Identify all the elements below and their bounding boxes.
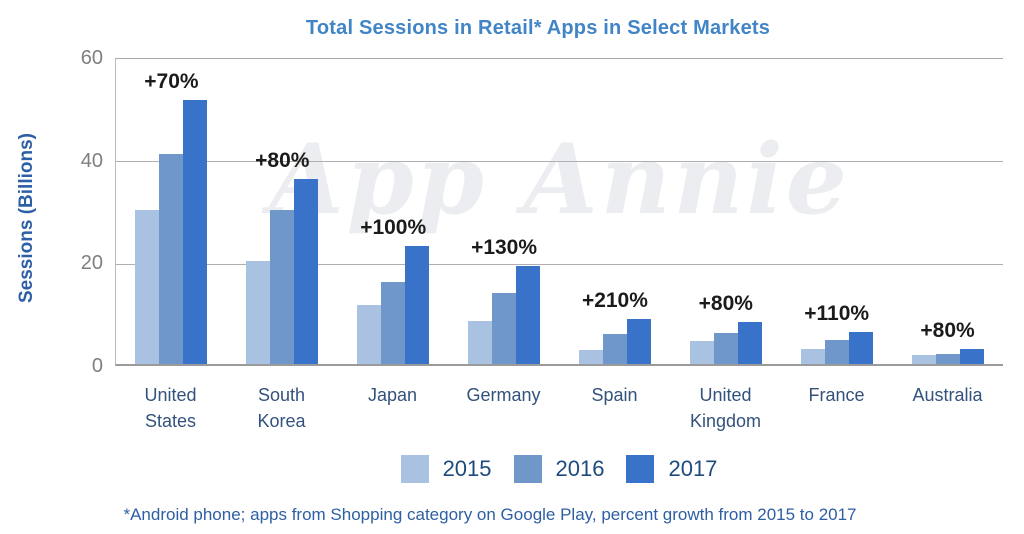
growth-label-australia: +80% — [920, 319, 975, 342]
bar-group-south-korea: +80% — [227, 59, 338, 364]
x-label-france: France — [808, 385, 865, 405]
bar-2016-japan — [381, 282, 406, 364]
x-label-united-kingdom: United Kingdom — [689, 385, 762, 432]
legend-label-2015: 2015 — [442, 456, 492, 481]
bar-2017-japan — [405, 246, 430, 364]
bar-2016-australia — [935, 354, 960, 364]
bar-2016-south-korea — [270, 210, 295, 364]
bar-2017-australia — [959, 349, 984, 364]
y-axis-ticks: 0 20 40 60 — [0, 47, 103, 377]
bar-2015-france — [800, 349, 825, 364]
legend-swatch-2015 — [400, 455, 429, 483]
x-axis-labels: United States South Korea Japan Germany Spai… — [115, 382, 1003, 434]
legend: 2015 2016 2017 — [115, 455, 1003, 483]
growth-label-south-korea: +80% — [255, 149, 310, 172]
y-tick-20: 20 — [80, 252, 103, 274]
legend-item-2016: 2016 — [513, 455, 605, 483]
bar-2016-france — [824, 340, 849, 364]
bar-2015-united-states — [135, 210, 160, 364]
growth-label-spain: +210% — [581, 289, 648, 312]
bar-2017-united-states — [183, 100, 208, 364]
bar-2016-germany — [492, 293, 517, 364]
bar-group-japan: +100% — [338, 59, 449, 364]
x-label-australia: Australia — [912, 385, 983, 405]
legend-label-2017: 2017 — [668, 456, 718, 481]
bar-group-france: +110% — [781, 59, 892, 364]
footnote: *Android phone; apps from Shopping categ… — [123, 505, 857, 524]
bar-group-united-states: +70% — [116, 59, 227, 364]
bar-2017-france — [848, 332, 873, 364]
growth-label-france: +110% — [804, 302, 870, 325]
growth-label-germany: +130% — [471, 236, 538, 259]
gridline-40 — [116, 161, 1003, 162]
bar-group-germany: +130% — [449, 59, 560, 364]
y-tick-0: 0 — [91, 355, 103, 377]
bar-2015-australia — [911, 355, 936, 364]
bar-2015-japan — [357, 305, 382, 364]
plot-area: App Annie +70% +80% +100% +130% +210% +80% +11… — [115, 58, 1003, 366]
bar-2017-south-korea — [294, 179, 319, 364]
bar-2017-germany — [516, 266, 541, 364]
bar-2015-united-kingdom — [689, 341, 714, 364]
x-label-spain: Spain — [591, 385, 638, 405]
bar-group-australia: +80% — [892, 59, 1003, 364]
bar-groups: +70% +80% +100% +130% +210% +80% +110% +80% — [116, 59, 1003, 364]
y-tick-40: 40 — [80, 150, 103, 172]
legend-label-2016: 2016 — [555, 456, 605, 481]
x-label-south-korea: South Korea — [257, 385, 306, 432]
gridline-20 — [116, 264, 1003, 265]
chart-title: Total Sessions in Retail* Apps in Select… — [305, 17, 771, 39]
growth-label-united-kingdom: +80% — [698, 292, 753, 315]
bar-2016-united-states — [159, 154, 184, 364]
x-label-united-states: United States — [144, 385, 197, 432]
growth-label-united-states: +70% — [144, 70, 199, 93]
bar-group-united-kingdom: +80% — [670, 59, 781, 364]
x-label-germany: Germany — [466, 385, 541, 405]
bar-group-spain: +210% — [560, 59, 671, 364]
y-tick-60: 60 — [80, 47, 103, 69]
bar-2015-germany — [468, 321, 493, 364]
legend-swatch-2017 — [626, 455, 655, 483]
legend-item-2015: 2015 — [400, 455, 492, 483]
growth-label-japan: +100% — [360, 216, 427, 239]
x-label-japan: Japan — [367, 385, 418, 405]
bar-2017-spain — [626, 319, 651, 364]
bar-2015-south-korea — [246, 261, 271, 364]
bar-2016-spain — [602, 334, 627, 364]
legend-swatch-2016 — [513, 455, 542, 483]
bar-2016-united-kingdom — [713, 333, 738, 364]
legend-item-2017: 2017 — [626, 455, 717, 483]
bar-2017-united-kingdom — [737, 322, 762, 364]
bar-2015-spain — [578, 350, 603, 364]
